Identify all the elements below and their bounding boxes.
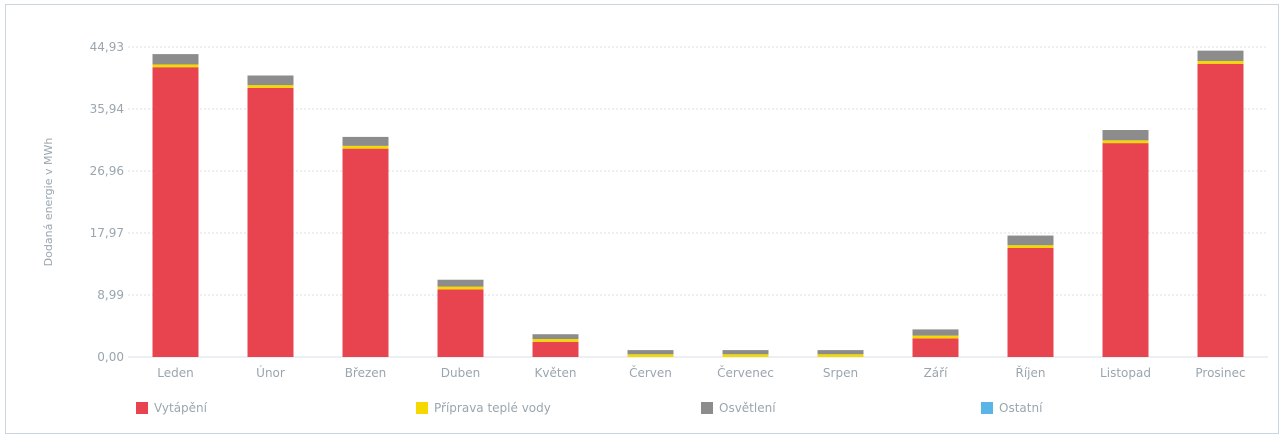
x-tick-label: Srpen bbox=[823, 366, 858, 380]
bar-segment bbox=[437, 286, 484, 290]
bar-segment bbox=[1102, 143, 1149, 357]
bar-segment bbox=[342, 136, 389, 146]
legend-swatch bbox=[701, 402, 713, 414]
x-tick-label: Září bbox=[924, 366, 949, 380]
bar-segment bbox=[1197, 61, 1244, 64]
legend-swatch bbox=[981, 402, 993, 414]
bar-segment bbox=[342, 145, 389, 149]
legend-label: Příprava teplé vody bbox=[434, 401, 551, 415]
stacked-bar-chart: 0,00 8,99 17,97 26,96 35,94 44,93 Dodaná energ… bbox=[42, 40, 1268, 415]
x-tick-label: Říjen bbox=[1016, 365, 1046, 380]
x-tick-label: Červen bbox=[629, 365, 672, 380]
bar-segment bbox=[342, 148, 389, 357]
bar-segment bbox=[1102, 140, 1149, 144]
bar-segment bbox=[1197, 63, 1244, 357]
x-tick-label: Prosinec bbox=[1195, 366, 1245, 380]
y-axis-title: Dodaná energie v MWh bbox=[42, 138, 55, 267]
legend-label: Vytápění bbox=[154, 401, 208, 415]
bar-segment bbox=[532, 334, 579, 340]
bar-segment bbox=[247, 75, 294, 86]
legend-label: Ostatní bbox=[999, 401, 1043, 415]
x-tick-label: Březen bbox=[345, 366, 387, 380]
y-tick-label: 44,93 bbox=[90, 40, 124, 54]
chart-panel: 0,00 8,99 17,97 26,96 35,94 44,93 Dodaná energ… bbox=[5, 4, 1279, 434]
y-tick-label: 17,97 bbox=[90, 226, 124, 240]
legend-swatch bbox=[416, 402, 428, 414]
bar-segment bbox=[912, 329, 959, 336]
x-tick-label: Červenec bbox=[717, 365, 774, 380]
y-tick-label: 0,00 bbox=[97, 350, 124, 364]
bar-segment bbox=[912, 335, 959, 339]
bar-segment bbox=[817, 354, 864, 357]
bar-segment bbox=[627, 350, 674, 355]
bar-segment bbox=[152, 54, 199, 65]
bar-segment bbox=[1007, 235, 1054, 246]
bar-segment bbox=[437, 289, 484, 357]
y-tick-label: 8,99 bbox=[97, 288, 124, 302]
bar-segment bbox=[722, 354, 769, 357]
bar-segment bbox=[532, 341, 579, 357]
bar-segment bbox=[247, 85, 294, 88]
bar-segment bbox=[1197, 50, 1244, 62]
x-tick-label: Květen bbox=[534, 366, 576, 380]
bar-segment bbox=[437, 279, 484, 287]
legend-label: Osvětlení bbox=[719, 401, 776, 415]
bar-segment bbox=[817, 350, 864, 355]
x-tick-label: Duben bbox=[441, 366, 480, 380]
bar-segment bbox=[722, 350, 769, 355]
bar-segment bbox=[912, 338, 959, 357]
x-tick-label: Listopad bbox=[1100, 366, 1151, 380]
bar-segment bbox=[247, 87, 294, 357]
y-tick-label: 35,94 bbox=[90, 102, 124, 116]
bar-segment bbox=[532, 339, 579, 342]
bar-segment bbox=[1102, 130, 1149, 141]
bar-segment bbox=[1007, 245, 1054, 248]
bar-segment bbox=[152, 67, 199, 358]
bar-segment bbox=[152, 64, 199, 68]
x-tick-label: Leden bbox=[157, 366, 193, 380]
bar-segment bbox=[627, 354, 674, 357]
y-tick-label: 26,96 bbox=[90, 164, 124, 178]
legend-swatch bbox=[136, 402, 148, 414]
x-tick-label: Únor bbox=[256, 365, 285, 380]
bar-segment bbox=[1007, 247, 1054, 357]
